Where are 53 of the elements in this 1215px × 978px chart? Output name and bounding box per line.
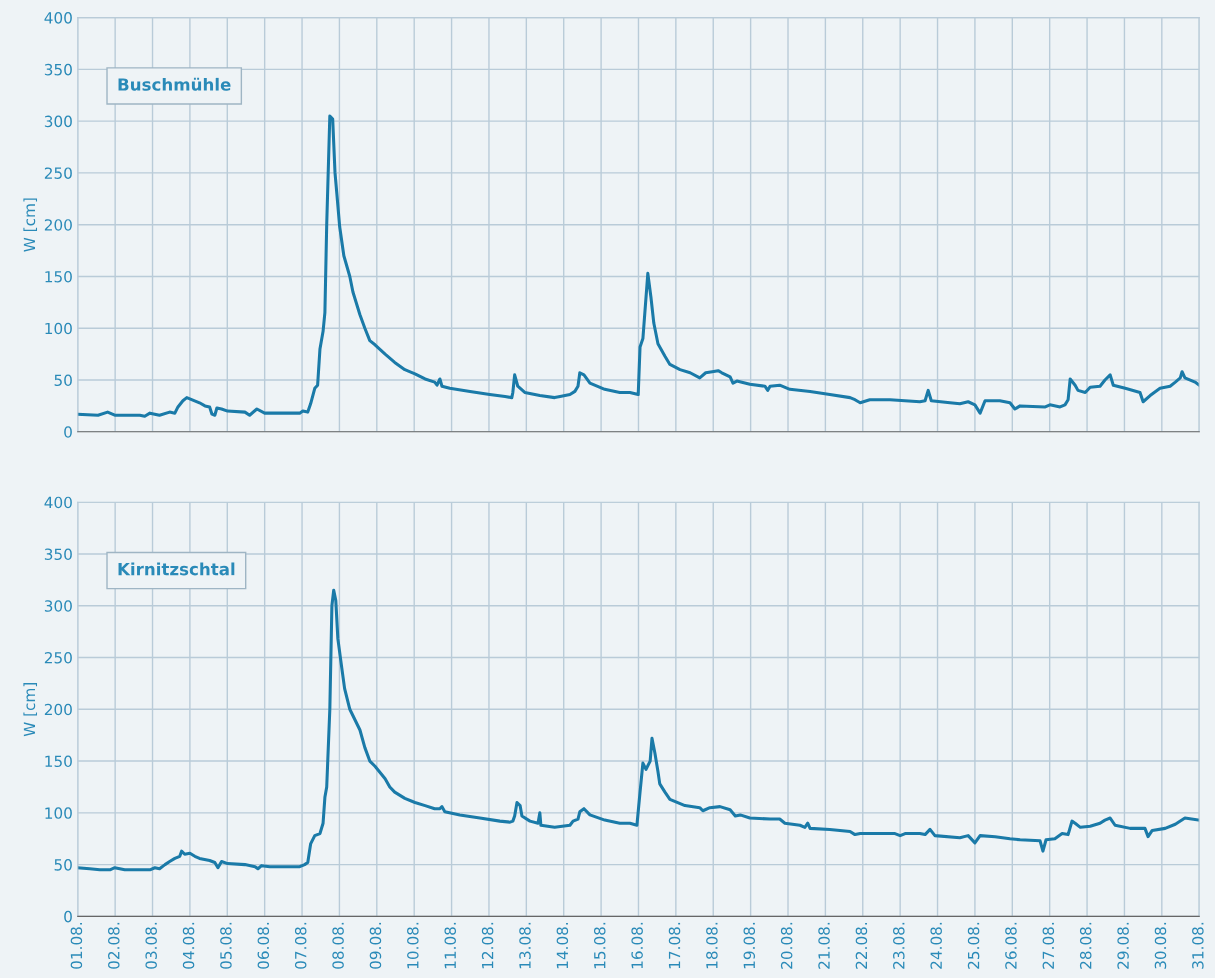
x-tick-label: 30.08. xyxy=(1154,922,1167,969)
y-tick-label: 100 xyxy=(45,807,72,819)
x-tick-label: 25.08. xyxy=(967,922,980,969)
x-tick-label: 22.08. xyxy=(855,922,868,969)
x-tick-label: 05.08. xyxy=(220,922,232,969)
y-axis-title: W [cm] xyxy=(23,683,38,737)
x-tick-label: 02.08. xyxy=(108,922,120,969)
x-tick-label: 16.08. xyxy=(631,922,643,969)
x-tick-label: 03.08. xyxy=(145,922,157,969)
x-tick-label: 09.08. xyxy=(369,922,382,969)
x-tick-label: 11.08. xyxy=(444,922,457,969)
y-tick-label: 0 xyxy=(64,426,72,438)
x-tick-label: 21.08. xyxy=(818,922,830,969)
x-tick-label: 04.08. xyxy=(182,922,195,969)
y-tick-label: 0 xyxy=(64,910,72,923)
x-tick-label: 19.08. xyxy=(743,922,756,969)
y-tick-label: 250 xyxy=(44,167,72,179)
x-tick-label: 01.08. xyxy=(70,922,83,969)
x-tick-label: 13.08. xyxy=(519,922,531,969)
y-tick-label: 350 xyxy=(44,548,72,560)
x-tick-label: 12.08. xyxy=(481,922,494,969)
annotation: Kirnitzschtal xyxy=(118,562,235,576)
x-tick-label: 18.08. xyxy=(706,922,718,969)
y-tick-label: 150 xyxy=(45,270,72,283)
x-tick-label: 28.08. xyxy=(1079,922,1092,969)
y-tick-label: 50 xyxy=(54,859,72,871)
x-tick-label: 15.08. xyxy=(593,922,606,969)
x-tick-label: 17.08. xyxy=(668,922,681,969)
x-tick-label: 20.08. xyxy=(780,922,793,969)
x-tick-label: 08.08. xyxy=(332,922,344,969)
y-tick-label: 300 xyxy=(44,600,72,612)
x-tick-label: 06.08. xyxy=(257,922,270,969)
y-tick-label: 350 xyxy=(44,63,72,76)
y-tick-label: 300 xyxy=(44,115,72,128)
x-tick-label: 26.08. xyxy=(1005,922,1017,969)
x-tick-label: 29.08. xyxy=(1117,922,1129,969)
x-tick-label: 24.08. xyxy=(930,922,942,969)
y-tick-label: 400 xyxy=(44,496,72,509)
annotation: Buschmühle xyxy=(118,77,231,91)
x-tick-label: 10.08. xyxy=(407,922,419,969)
x-tick-label: 14.08. xyxy=(556,922,569,969)
x-tick-label: 07.08. xyxy=(294,922,307,969)
y-tick-label: 200 xyxy=(44,219,72,231)
y-axis-title: W [cm] xyxy=(23,198,38,252)
y-tick-label: 100 xyxy=(45,322,72,335)
y-tick-label: 400 xyxy=(44,12,72,24)
y-tick-label: 50 xyxy=(54,374,72,387)
x-tick-label: 31.08. xyxy=(1192,922,1204,969)
y-tick-label: 200 xyxy=(44,703,72,716)
y-tick-label: 250 xyxy=(44,651,72,664)
x-tick-label: 23.08. xyxy=(893,922,905,969)
x-tick-label: 27.08. xyxy=(1042,922,1055,969)
y-tick-label: 150 xyxy=(45,755,72,768)
